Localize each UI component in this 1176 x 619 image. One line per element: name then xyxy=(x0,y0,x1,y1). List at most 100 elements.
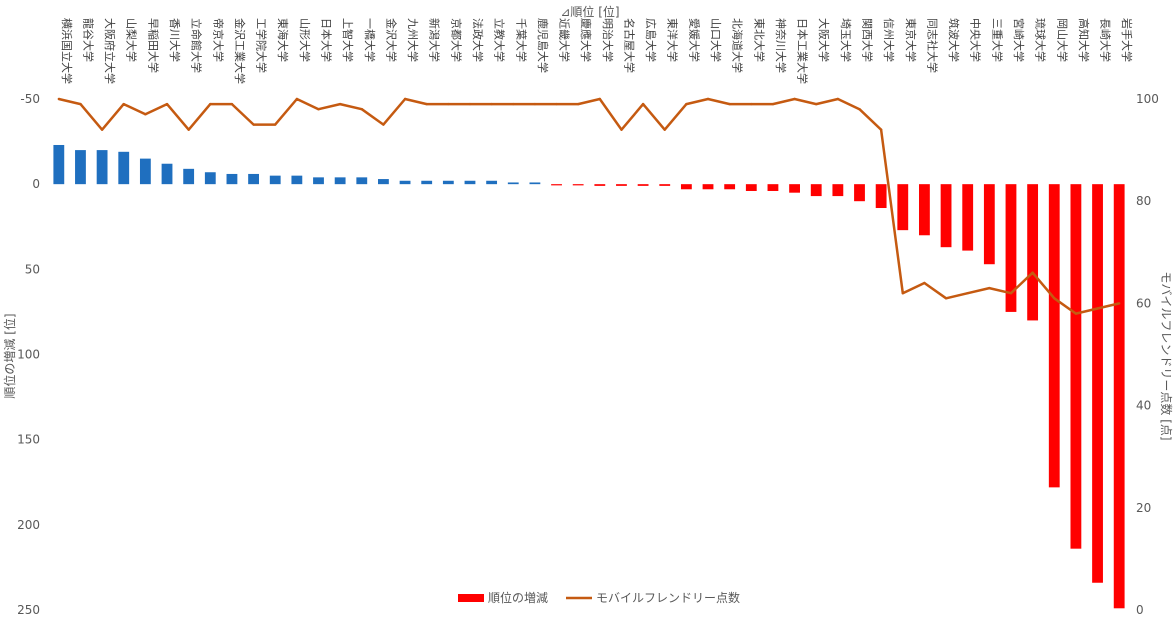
line-point xyxy=(1096,307,1099,310)
bar xyxy=(96,150,108,185)
bar xyxy=(724,184,736,190)
category-label: 千葉大学 xyxy=(514,18,528,62)
y-tick-label: 50 xyxy=(25,262,40,276)
category-label: 大阪府立大学 xyxy=(103,18,117,84)
bar xyxy=(1092,184,1103,583)
category-label: 東洋大学 xyxy=(666,18,680,62)
chart-title: ⊿順位 [位] xyxy=(560,4,619,19)
line-point xyxy=(706,97,710,101)
line-series xyxy=(57,97,1121,315)
category-label: 早稲田大学 xyxy=(146,18,160,73)
category-label: 高知大学 xyxy=(1077,18,1091,62)
bar xyxy=(767,184,779,191)
category-label: 三重大学 xyxy=(990,18,1004,62)
bar xyxy=(854,184,865,202)
line-point xyxy=(728,102,731,106)
category-label: 信州大学 xyxy=(882,18,896,62)
bar xyxy=(962,184,974,251)
category-label: 同志社大学 xyxy=(925,18,939,73)
category-label: 神奈川大学 xyxy=(774,18,788,73)
bar xyxy=(637,184,649,186)
bar xyxy=(464,180,476,185)
category-label: 新潟大学 xyxy=(428,18,442,62)
line-point xyxy=(1031,271,1034,274)
bar xyxy=(334,177,346,185)
category-label: 山梨大学 xyxy=(125,18,139,62)
line-point xyxy=(750,102,753,106)
line-point xyxy=(122,102,125,106)
legend: 順位の増減 モバイルフレンドリー点数 xyxy=(458,590,740,605)
y-tick-label: 250 xyxy=(17,603,40,617)
category-label: 北海道大学 xyxy=(731,18,745,73)
category-label: 鹿児島大学 xyxy=(536,18,550,73)
line-point xyxy=(923,281,926,285)
bar xyxy=(75,150,86,185)
line-point xyxy=(555,102,558,106)
line-point xyxy=(317,108,320,111)
line-point xyxy=(944,297,948,300)
category-label: 宮崎大学 xyxy=(1012,18,1026,62)
y-tick-label: 150 xyxy=(17,433,40,447)
line-point xyxy=(144,113,147,116)
category-label: 立命館大学 xyxy=(190,18,204,73)
line-point xyxy=(879,128,883,131)
category-label: 横浜国立大学 xyxy=(60,18,74,84)
bar xyxy=(919,184,930,236)
bar xyxy=(269,175,281,185)
category-label: 一橋大学 xyxy=(363,18,377,62)
line-point xyxy=(230,102,234,106)
line-point xyxy=(793,97,796,101)
bar xyxy=(810,184,822,197)
left-axis: -50 0 50 100 150 200 250 xyxy=(17,92,40,617)
y2-axis-label: モバイルフレンドリー点数 [点] xyxy=(1159,271,1174,440)
line-point xyxy=(57,97,61,101)
line-path xyxy=(58,97,1120,315)
y2-tick-label: 80 xyxy=(1136,194,1151,208)
bar xyxy=(183,168,195,185)
line-point xyxy=(663,128,666,131)
category-label: 香川大学 xyxy=(168,18,182,62)
bar xyxy=(875,184,887,209)
category-label: 山形大学 xyxy=(298,18,312,62)
category-label: 日本大学 xyxy=(320,18,334,62)
category-label: 山口大学 xyxy=(709,18,723,62)
category-label: 埼玉大学 xyxy=(839,18,853,62)
line-point xyxy=(360,108,363,111)
line-point xyxy=(836,97,840,101)
line-point xyxy=(468,102,472,106)
bar xyxy=(594,184,606,186)
y2-tick-label: 20 xyxy=(1136,501,1151,515)
category-label: 琉球大学 xyxy=(1034,18,1048,62)
bar xyxy=(53,144,65,185)
line-point xyxy=(490,102,493,106)
category-label: 九州大学 xyxy=(406,18,420,62)
line-point xyxy=(425,102,428,106)
bar xyxy=(378,179,389,185)
category-label: 金沢工業大学 xyxy=(233,18,247,84)
category-labels: 横浜国立大学 龍谷大学 大阪府立大学 山梨大学 早稲田大学 香川大学 立命館大学 帝京大学 金沢… xyxy=(60,18,1134,84)
bar xyxy=(940,184,952,248)
bar xyxy=(139,158,151,185)
bar xyxy=(572,184,584,186)
category-label: 明治大学 xyxy=(601,18,615,62)
bar xyxy=(983,184,995,265)
legend-bar-swatch xyxy=(458,594,484,602)
line-point xyxy=(620,128,623,131)
y-tick-label: 100 xyxy=(17,348,40,362)
category-label: 岩手大学 xyxy=(1120,18,1134,62)
bars-series xyxy=(53,144,1125,609)
bar xyxy=(1113,184,1125,609)
category-label: 名古屋大学 xyxy=(622,18,636,73)
line-point xyxy=(447,102,450,106)
line-point xyxy=(79,102,82,106)
line-point xyxy=(100,128,104,131)
bar xyxy=(313,177,324,185)
line-point xyxy=(901,291,904,295)
category-label: 東京大学 xyxy=(904,18,918,62)
category-label: 筑波大学 xyxy=(947,18,961,62)
category-label: 愛媛大学 xyxy=(687,18,701,62)
bar xyxy=(789,184,800,193)
line-point xyxy=(576,102,580,106)
bar xyxy=(1027,184,1039,321)
